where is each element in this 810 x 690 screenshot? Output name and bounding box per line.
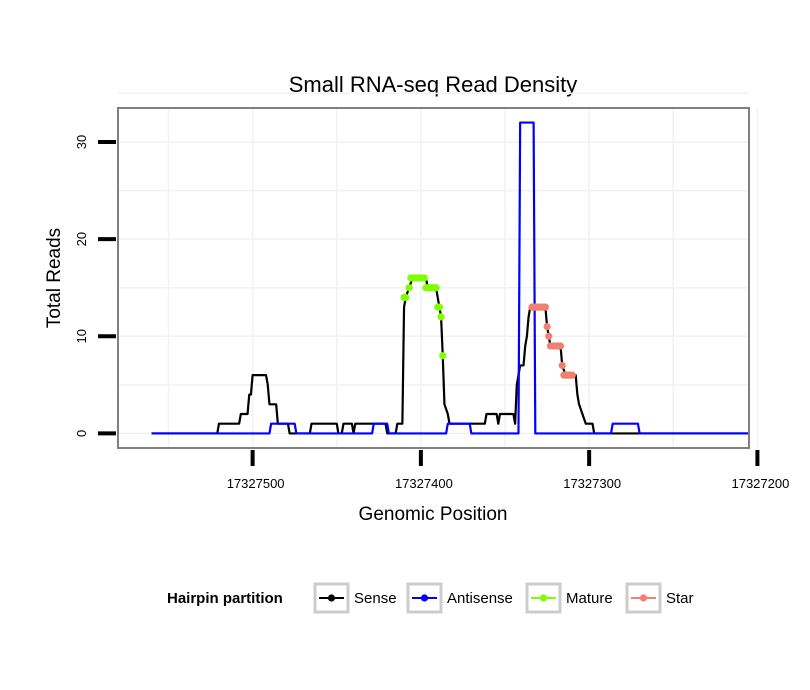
legend-title: Hairpin partition (167, 590, 283, 607)
legend-item-antisense: Antisense (406, 582, 513, 614)
legend-key-dot (639, 594, 648, 602)
star-point (541, 303, 549, 311)
legend-label-antisense: Antisense (447, 590, 513, 607)
star-point (543, 322, 551, 331)
legend-key-dot (539, 594, 548, 602)
star-point (545, 332, 553, 340)
panel-background (118, 108, 749, 448)
mature-point (420, 274, 428, 282)
y-tick-label: 10 (74, 329, 89, 343)
panel-border (117, 107, 750, 449)
mature-point (435, 303, 443, 311)
legend-label-mature: Mature (566, 590, 613, 607)
antisense-series-line (151, 121, 749, 435)
star-point (568, 371, 576, 379)
x-tick-label: 17327400 (395, 476, 453, 491)
y-tick-label: 0 (74, 430, 89, 437)
legend: Hairpin partition Sense Antisense Mature St… (167, 582, 694, 614)
y-tick-label: 30 (74, 135, 89, 149)
x-tick-label: 17327500 (227, 476, 285, 491)
legend-key-dot (327, 594, 336, 602)
legend-key-dot (420, 594, 429, 602)
mature-point (405, 284, 413, 292)
y-axis: 0 10 20 30 (74, 135, 116, 437)
legend-label-star: Star (666, 590, 694, 607)
plot-panel (117, 92, 759, 449)
star-point (558, 361, 566, 370)
y-axis-title: Total Reads (44, 228, 65, 328)
legend-entries: Sense Antisense Mature Star (313, 582, 694, 614)
x-axis: 17327500 17327400 17327300 17327200 (227, 450, 789, 491)
x-tick-label: 17327300 (563, 476, 621, 491)
mature-point (439, 352, 447, 360)
mature-point (432, 284, 440, 292)
legend-item-mature: Mature (525, 582, 613, 614)
series-layer (151, 121, 749, 435)
legend-item-sense: Sense (313, 582, 397, 614)
mature-point (402, 293, 410, 302)
star-point (556, 342, 565, 350)
x-axis-title: Genomic Position (359, 504, 508, 525)
mature-point (437, 313, 445, 321)
y-tick-label: 20 (74, 232, 89, 246)
legend-label-sense: Sense (354, 590, 397, 607)
x-tick-label: 17327200 (731, 476, 789, 491)
legend-item-star: Star (625, 582, 694, 614)
